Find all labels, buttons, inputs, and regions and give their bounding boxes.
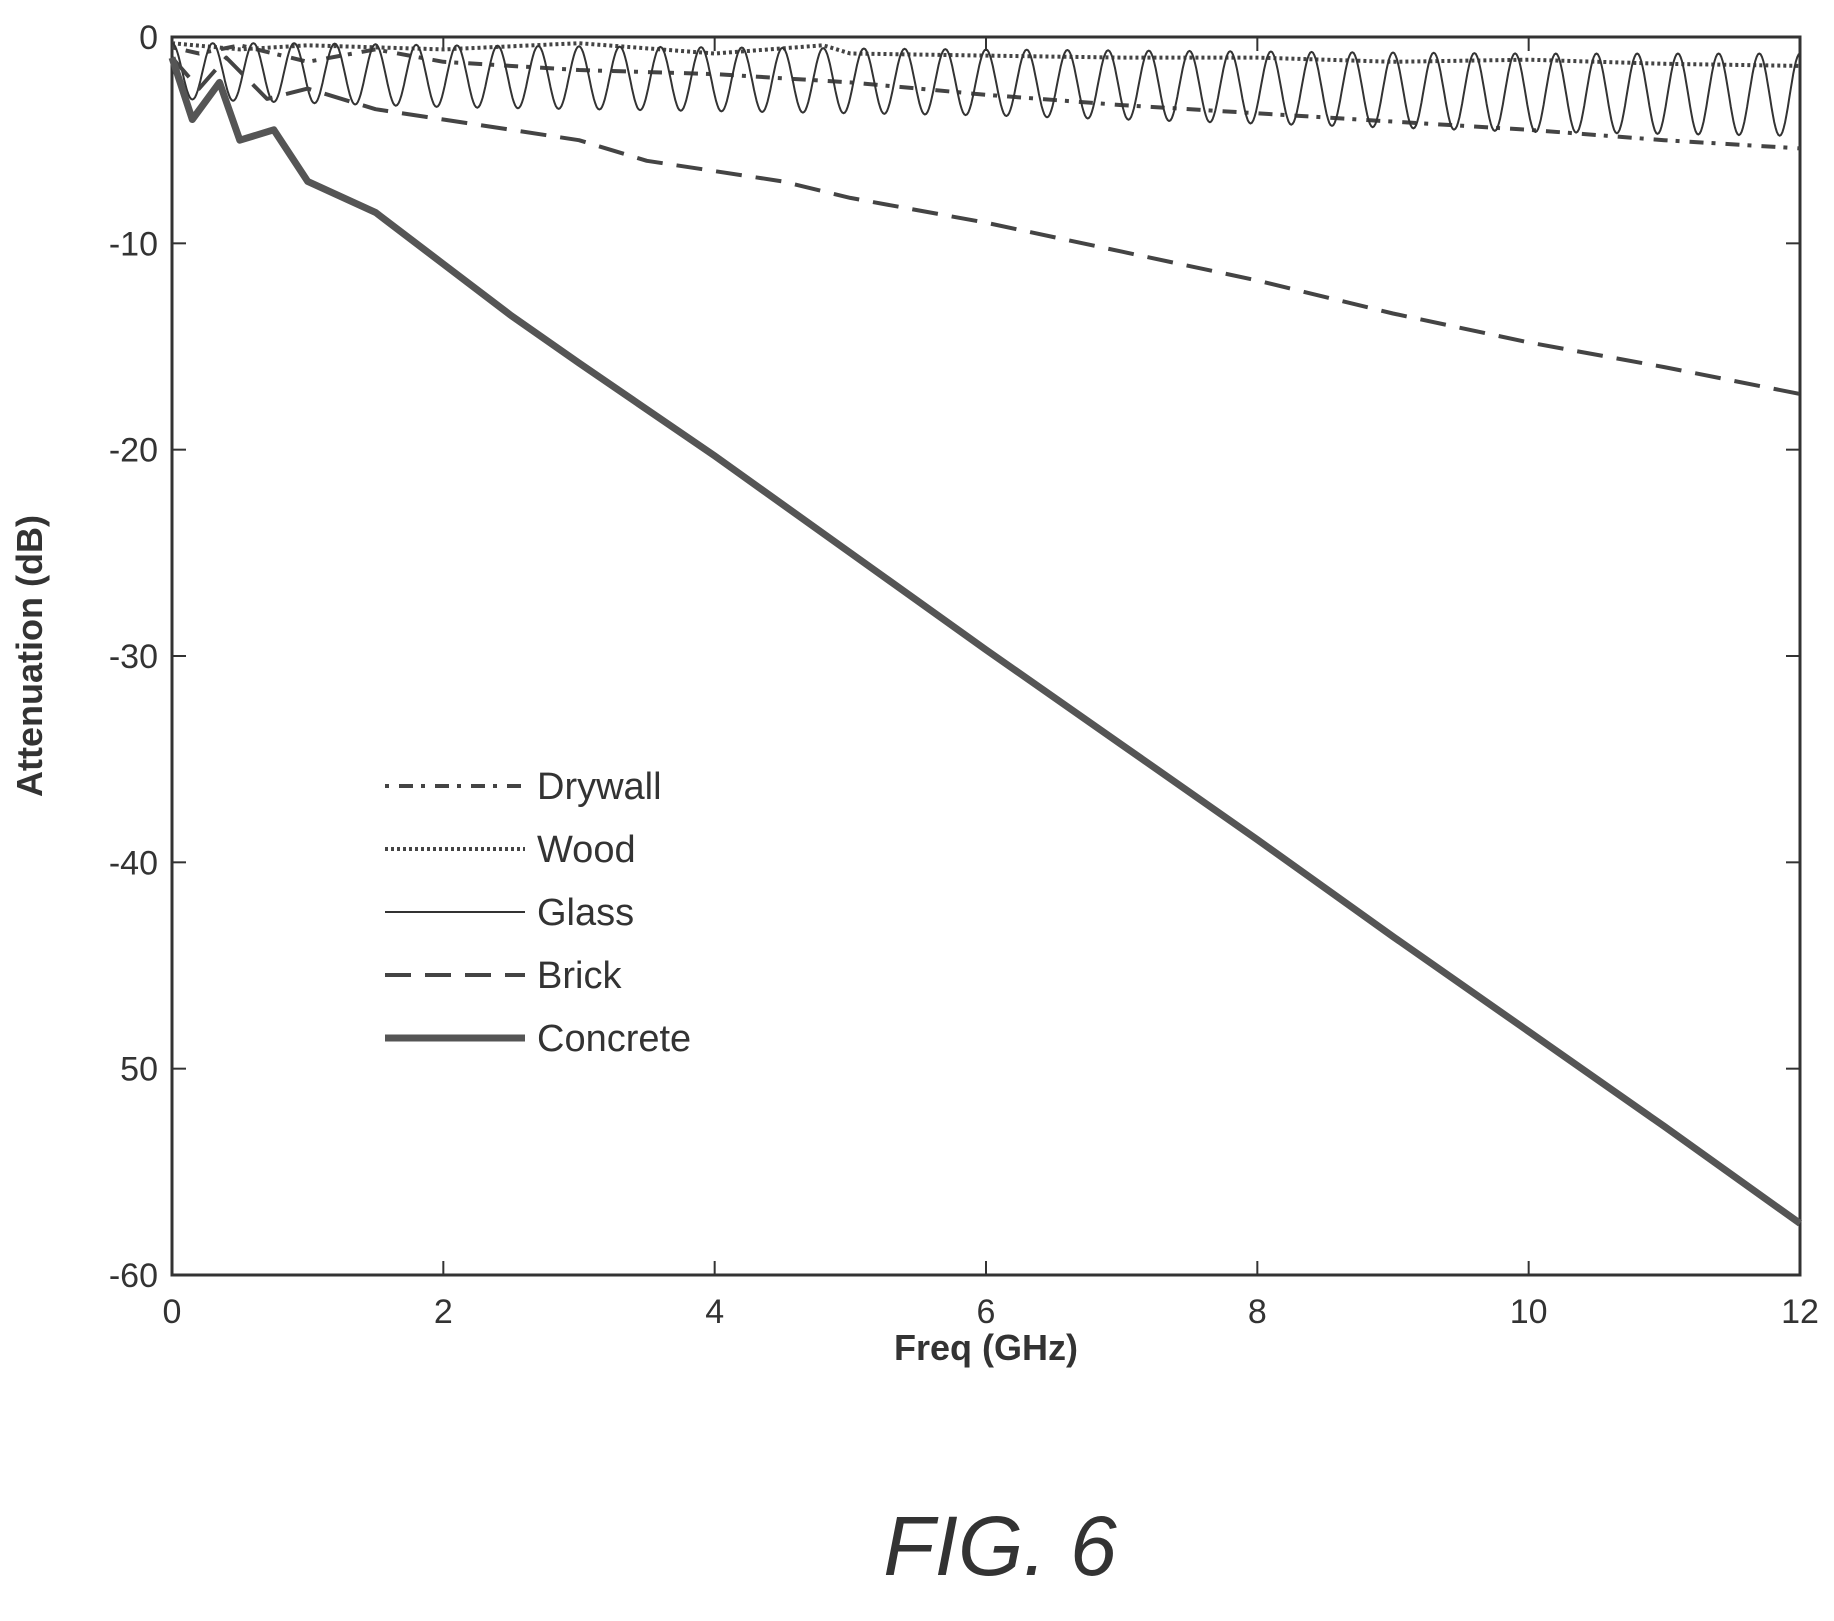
y-tick-labels: 0 -10 -20 -30 -40 50 -60 [109, 19, 158, 1295]
series-concrete-line [168, 56, 1803, 1227]
series-wood-line [171, 41, 1801, 68]
y-tick-label-3: -30 [109, 638, 158, 676]
x-tick-label-4: 8 [1248, 1293, 1267, 1331]
legend-label-drywall: Drywall [537, 766, 662, 808]
legend-label-concrete: Concrete [537, 1018, 691, 1060]
x-tick-label-0: 0 [163, 1293, 182, 1331]
legend: Drywall Wood Glass Brick Concrete [385, 766, 691, 1060]
y-axis-title: Attenuation (dB) [9, 515, 50, 797]
series-glass-line [171, 42, 1801, 137]
y-tick-label-0: 0 [139, 19, 158, 57]
y-tick-label-4: -40 [109, 844, 158, 882]
series-layer [168, 41, 1803, 1227]
y-tick-label-6: -60 [109, 1257, 158, 1295]
plot-frame [170, 35, 1802, 1277]
legend-label-glass: Glass [537, 892, 634, 934]
legend-label-brick: Brick [537, 955, 622, 997]
x-tick-label-5: 10 [1510, 1293, 1548, 1331]
axis-ticks [171, 36, 1801, 1276]
x-tick-label-6: 12 [1781, 1293, 1819, 1331]
figure-caption: FIG. 6 [883, 1499, 1117, 1593]
x-axis-title: Freq (GHz) [894, 1327, 1078, 1368]
x-tick-label-2: 4 [705, 1293, 724, 1331]
y-tick-label-1: -10 [109, 225, 158, 263]
x-tick-label-3: 6 [977, 1293, 996, 1331]
x-tick-labels: 0 2 4 6 8 10 12 [163, 1293, 1819, 1331]
y-tick-label-2: -20 [109, 432, 158, 470]
series-drywall-line [171, 43, 1801, 151]
y-tick-label-5: 50 [120, 1051, 158, 1089]
legend-label-wood: Wood [537, 829, 636, 871]
series-brick-line [170, 55, 1801, 396]
x-tick-label-1: 2 [434, 1293, 453, 1331]
